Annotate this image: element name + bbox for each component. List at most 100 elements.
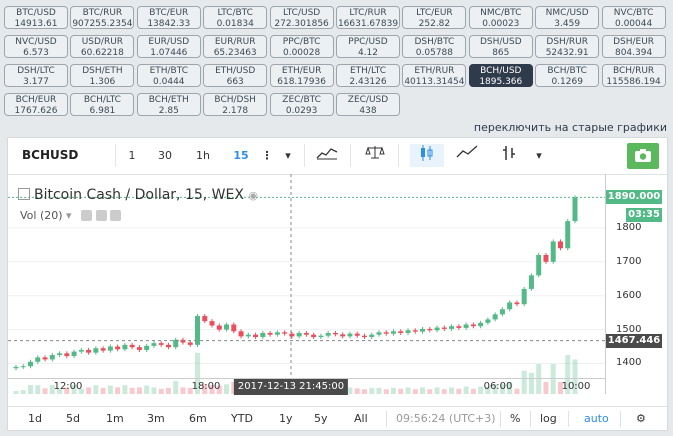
pair-button[interactable]: BCH/USD 1895.366 [468, 64, 533, 87]
pair-button[interactable]: LTC/USD 272.301856 [269, 6, 334, 29]
pair-button[interactable]: ZEC/USD 438 [336, 93, 400, 116]
price-tick: 1600 [616, 289, 642, 301]
pair-button[interactable]: LTC/BTC 0.01834 [203, 6, 268, 29]
volume-bar [441, 389, 447, 394]
pair-button[interactable]: BTC/USD 14913.61 [4, 6, 68, 29]
pair-button[interactable]: NMC/BTC 0.00023 [468, 6, 533, 29]
pair-button[interactable]: BCH/DSH 2.178 [203, 93, 268, 116]
range-1m[interactable]: 1m [106, 412, 124, 425]
range-5y[interactable]: 5y [314, 412, 328, 425]
pair-value: 2.85 [158, 106, 179, 116]
candle-body [57, 353, 63, 356]
interval-1h[interactable]: 1h [196, 149, 210, 162]
pair-button[interactable]: DSH/USD 865 [468, 35, 533, 58]
pair-button[interactable]: EUR/USD 1.07446 [136, 35, 201, 58]
price-axis[interactable]: 1890.000 03:35 1467.446 1400 1500 1600 1700… [605, 174, 667, 394]
range-1y[interactable]: 1y [279, 412, 293, 425]
settings-icon[interactable] [95, 210, 107, 221]
pair-button[interactable]: BTC/EUR 13842.33 [136, 6, 201, 29]
pair-button[interactable]: USD/RUR 60.62218 [70, 35, 135, 58]
gear-icon[interactable]: ⚙ [636, 412, 646, 425]
candle-body [86, 349, 92, 353]
pair-button[interactable]: ZEC/BTC 0.0293 [269, 93, 334, 116]
pair-button[interactable]: NVC/USD 6.573 [4, 35, 68, 58]
pair-button[interactable]: BCH/RUR 115586.194 [601, 64, 666, 87]
eye-icon[interactable]: ◉ [248, 189, 259, 202]
volume-bar [187, 387, 193, 394]
interval-1[interactable]: 1 [128, 149, 136, 162]
pair-button[interactable]: NMC/USD 3.459 [535, 6, 600, 29]
time-tick: 12:00 [53, 381, 83, 392]
range-3m[interactable]: 3m [147, 412, 165, 425]
volume-chevron-icon[interactable]: ▾ [66, 209, 72, 222]
pair-button[interactable]: ETH/USD 663 [203, 64, 268, 87]
range-all[interactable]: All [354, 412, 368, 425]
pair-value: 0.00023 [482, 19, 520, 29]
more-intervals-icon[interactable]: ⋮ [261, 149, 273, 162]
pair-name: BTC/USD [16, 8, 56, 18]
compare-icon[interactable] [358, 144, 392, 167]
pair-button[interactable]: ETH/LTC 2.43126 [336, 64, 400, 87]
pair-button[interactable]: DSH/BTC 0.05788 [402, 35, 467, 58]
pair-button[interactable]: DSH/LTC 3.177 [4, 64, 68, 87]
candle-body [115, 346, 121, 350]
pair-button[interactable]: LTC/EUR 252.82 [402, 6, 467, 29]
chevron-down-icon[interactable]: ▾ [285, 149, 291, 162]
percent-toggle[interactable]: % [510, 412, 521, 425]
auto-toggle[interactable]: auto [584, 412, 609, 425]
interval-30[interactable]: 30 [158, 149, 172, 162]
pair-button[interactable]: EUR/RUR 65.23463 [203, 35, 268, 58]
collapse-icon[interactable] [18, 188, 30, 200]
log-toggle[interactable]: log [540, 412, 557, 425]
old-charts-link[interactable]: переключить на старые графики [473, 121, 667, 134]
interval-15[interactable]: 15 [233, 149, 249, 162]
chart-type-chevron-icon[interactable]: ▾ [536, 149, 542, 162]
volume-bar [28, 385, 34, 394]
volume-bar [420, 387, 426, 394]
candle-body [107, 346, 113, 351]
remove-icon[interactable] [110, 210, 122, 221]
volume-bar [209, 385, 215, 394]
pair-button[interactable]: PPC/USD 4.12 [336, 35, 400, 58]
candle-body [144, 345, 150, 350]
pair-button[interactable]: DSH/EUR 804.394 [601, 35, 666, 58]
range-ytd[interactable]: YTD [231, 412, 253, 425]
range-6m[interactable]: 6m [189, 412, 207, 425]
candle-body [557, 241, 563, 249]
volume-bar [376, 387, 382, 394]
candle-body [151, 343, 157, 346]
volume-bar [165, 387, 171, 394]
pair-button[interactable]: DSH/RUR 52432.91 [535, 35, 600, 58]
volume-bar [100, 387, 106, 394]
range-5d[interactable]: 5d [66, 412, 80, 425]
pair-button[interactable]: LTC/RUR 16631.67839 [336, 6, 400, 29]
pair-button[interactable]: BCH/EUR 1767.626 [4, 93, 68, 116]
pair-value: 52432.91 [545, 48, 589, 58]
pair-button[interactable]: ETH/EUR 618.17936 [269, 64, 334, 87]
candles-icon[interactable] [410, 144, 444, 167]
pair-value: 65.23463 [213, 48, 257, 58]
pair-button[interactable]: NVC/BTC 0.00044 [601, 6, 666, 29]
pair-button[interactable]: BCH/BTC 0.1269 [535, 64, 600, 87]
pair-button[interactable]: ETH/BTC 0.0444 [136, 64, 201, 87]
pair-button[interactable]: BCH/LTC 6.981 [70, 93, 135, 116]
volume-bar [499, 384, 505, 394]
time-axis[interactable]: 10:00 06:00 18:00 12:00 2017-12-13 21:45:00 [8, 378, 605, 395]
visibility-icon[interactable] [81, 210, 93, 221]
pair-button[interactable]: PPC/BTC 0.00028 [269, 35, 334, 58]
pair-name: LTC/USD [282, 8, 321, 18]
candle-body [449, 326, 455, 329]
pair-button[interactable]: DSH/ETH 1.306 [70, 64, 135, 87]
pair-button[interactable]: BTC/RUR 907255.2354 [70, 6, 135, 29]
candle-body [100, 348, 106, 351]
candle-body [361, 335, 367, 338]
candle-body [224, 324, 230, 330]
pair-button[interactable]: ETH/RUR 40113.31454 [402, 64, 467, 87]
pair-button[interactable]: BCH/ETH 2.85 [136, 93, 201, 116]
bars-icon[interactable] [492, 144, 526, 167]
range-1d[interactable]: 1d [28, 412, 42, 425]
indicators-icon[interactable] [310, 144, 344, 167]
area-chart-icon[interactable] [450, 144, 484, 167]
camera-icon[interactable] [627, 143, 659, 169]
symbol-input[interactable]: BCHUSD [16, 144, 116, 167]
